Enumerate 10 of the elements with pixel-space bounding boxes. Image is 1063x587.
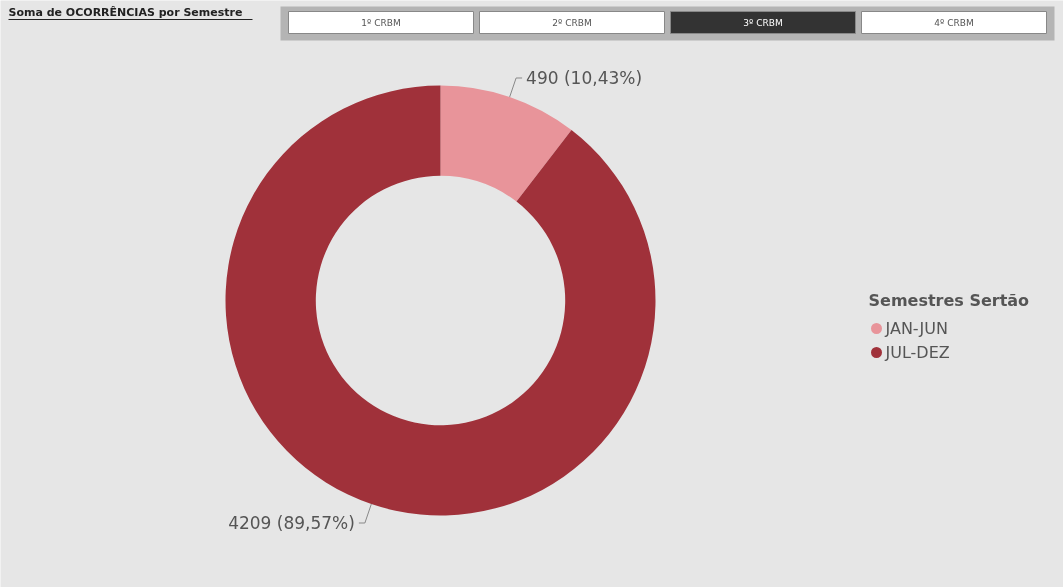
text: 4º CRBM — [934, 17, 974, 28]
legend-title: Semestres Sertão — [868, 291, 1030, 310]
data-label: 490 (10,43%) — [526, 68, 643, 88]
text: 2º CRBM — [552, 17, 592, 28]
text: 1º CRBM — [361, 17, 401, 28]
legend-label: JUL-DEZ — [884, 343, 950, 362]
legend-label: JAN-JUN — [884, 319, 948, 338]
text: 3º CRBM — [743, 17, 783, 28]
data-label: 4209 (89,57%) — [228, 513, 355, 533]
text: Soma de OCORRÊNCIAS por Semestre — [8, 5, 243, 19]
